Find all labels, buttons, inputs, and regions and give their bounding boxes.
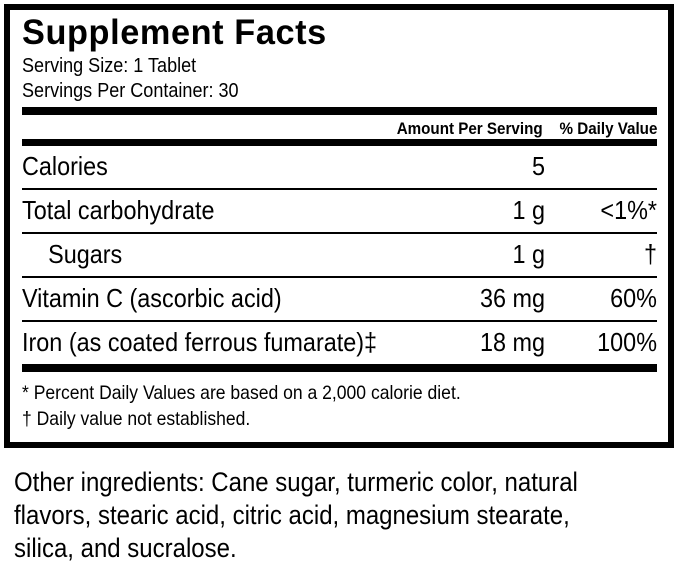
row-divider <box>22 276 657 278</box>
supplement-facts-panel: Supplement Facts Serving Size: 1 Tablet … <box>4 4 674 448</box>
table-row: Calories 5 <box>22 146 657 188</box>
column-header-row: Amount Per Serving % Daily Value <box>22 115 657 139</box>
nutrient-amount: 1 g <box>512 195 545 225</box>
table-row: Total carbohydrate 1 g <1%* <box>22 190 657 232</box>
rule-above-footnotes <box>22 364 657 372</box>
table-row: Iron (as coated ferrous fumarate)‡ 18 mg… <box>22 322 657 364</box>
nutrient-name: Iron (as coated ferrous fumarate)‡ <box>22 327 378 357</box>
nutrient-name: Vitamin C (ascorbic acid) <box>22 283 282 313</box>
column-header-percent-daily-value: % Daily Value <box>559 120 657 138</box>
footnote-asterisk: * Percent Daily Values are based on a 2,… <box>22 382 461 404</box>
row-divider <box>22 188 657 190</box>
serving-size-text: Serving Size: 1 Tablet <box>22 54 197 77</box>
column-header-amount-per-serving: Amount Per Serving <box>396 120 543 138</box>
nutrient-name: Total carbohydrate <box>22 195 215 225</box>
nutrient-daily-value: 100% <box>597 327 657 357</box>
servings-per-container-text: Servings Per Container: 30 <box>22 79 239 102</box>
nutrient-daily-value: <1%* <box>600 195 657 225</box>
row-divider <box>22 320 657 322</box>
nutrient-amount: 18 mg <box>479 327 545 357</box>
row-divider <box>22 232 657 234</box>
nutrient-daily-value: † <box>643 239 657 269</box>
table-row: Vitamin C (ascorbic acid) 36 mg 60% <box>22 278 657 320</box>
nutrient-amount: 5 <box>531 151 545 181</box>
footnotes-block: * Percent Daily Values are based on a 2,… <box>22 372 657 432</box>
nutrient-amount: 36 mg <box>479 283 545 313</box>
table-row: Sugars 1 g † <box>22 234 657 276</box>
nutrient-daily-value: 60% <box>610 283 657 313</box>
rule-below-column-headers <box>22 139 657 146</box>
nutrient-name: Sugars <box>48 239 123 269</box>
panel-inner: Supplement Facts Serving Size: 1 Tablet … <box>10 13 668 445</box>
panel-title: Supplement Facts <box>22 13 327 52</box>
nutrient-amount: 1 g <box>512 239 545 269</box>
other-ingredients-text: Other ingredients: Cane sugar, turmeric … <box>14 467 578 563</box>
nutrient-name: Calories <box>22 151 108 181</box>
rule-below-title <box>22 107 657 115</box>
footnote-dagger: † Daily value not established. <box>22 408 251 430</box>
